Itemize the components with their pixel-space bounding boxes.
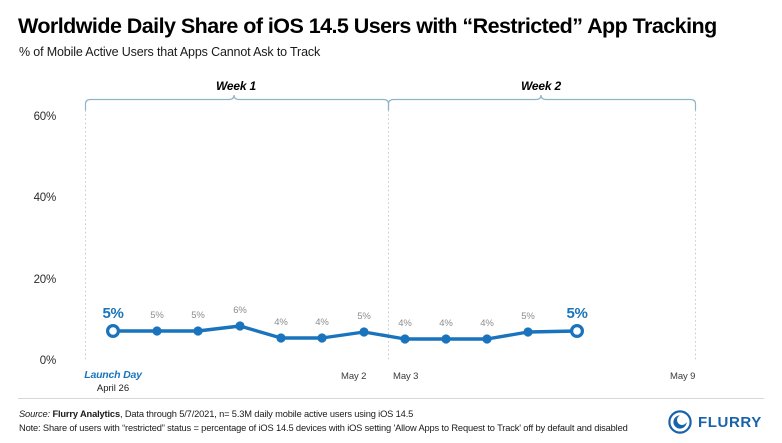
source-prefix: Source: xyxy=(19,409,50,419)
y-tick-40: 40% xyxy=(33,192,57,204)
flurry-logo: FLURRY xyxy=(668,409,768,435)
point-label-6: 5% xyxy=(357,311,371,322)
x-tick-may-9: May 9 xyxy=(670,371,696,382)
data-point xyxy=(276,333,286,343)
flurry-wordmark: FLURRY xyxy=(698,413,762,431)
x-tick-may-3: May 3 xyxy=(393,371,419,382)
data-point xyxy=(152,326,162,336)
data-point xyxy=(482,334,492,344)
y-tick-0: 0% xyxy=(39,355,56,367)
point-label-9: 4% xyxy=(480,318,494,329)
y-tick-20: 20% xyxy=(33,274,57,286)
data-point-markers xyxy=(152,321,533,344)
point-label-7: 4% xyxy=(398,318,412,329)
point-label-11: 5% xyxy=(566,305,588,322)
line-chart-svg xyxy=(84,94,697,362)
launch-day-label: Launch Day xyxy=(84,369,142,381)
y-tick-60: 60% xyxy=(33,111,57,123)
x-tick-may-2: May 2 xyxy=(341,371,367,382)
week-brace-group xyxy=(84,94,697,111)
source-rest: , Data through 5/7/2021, n= 5.3M daily m… xyxy=(119,409,414,419)
source-brand: Flurry Analytics xyxy=(52,409,120,419)
point-label-0: 5% xyxy=(102,305,124,322)
page-title: Worldwide Daily Share of iOS 14.5 Users … xyxy=(18,14,717,38)
footer-divider xyxy=(18,398,764,399)
source-note: Source: Flurry Analytics, Data through 5… xyxy=(19,409,413,419)
data-point xyxy=(441,334,451,344)
data-point xyxy=(359,327,369,337)
disclaimer-note: Note: Share of users with “restricted” s… xyxy=(19,423,628,433)
point-label-5: 4% xyxy=(315,317,329,328)
data-line xyxy=(111,324,579,341)
point-label-4: 4% xyxy=(274,317,288,328)
data-point xyxy=(400,334,410,344)
point-label-8: 4% xyxy=(439,318,453,329)
data-point-launch xyxy=(105,324,120,339)
data-point xyxy=(523,327,533,337)
data-point xyxy=(317,333,327,343)
week-2-label: Week 2 xyxy=(521,79,561,93)
chart-gridlines xyxy=(85,110,696,362)
point-label-10: 5% xyxy=(521,311,535,322)
week-2-brace xyxy=(387,94,697,111)
point-label-1: 5% xyxy=(150,310,164,321)
chart-plot-area: Week 1 Week 2 60% 40% 20% 0% May 2 May 3… xyxy=(33,79,697,394)
flurry-circle-icon xyxy=(668,410,692,434)
data-point xyxy=(193,326,203,336)
data-point xyxy=(235,321,245,331)
point-label-2: 5% xyxy=(191,310,205,321)
chart-subtitle: % of Mobile Active Users that Apps Canno… xyxy=(19,45,321,59)
point-label-3: 6% xyxy=(233,305,247,316)
data-point-latest xyxy=(569,324,584,339)
week-1-brace xyxy=(84,94,390,111)
week-1-label: Week 1 xyxy=(216,79,256,93)
highlighted-data-point-markers xyxy=(105,324,584,339)
launch-day-date: April 26 xyxy=(96,383,130,394)
